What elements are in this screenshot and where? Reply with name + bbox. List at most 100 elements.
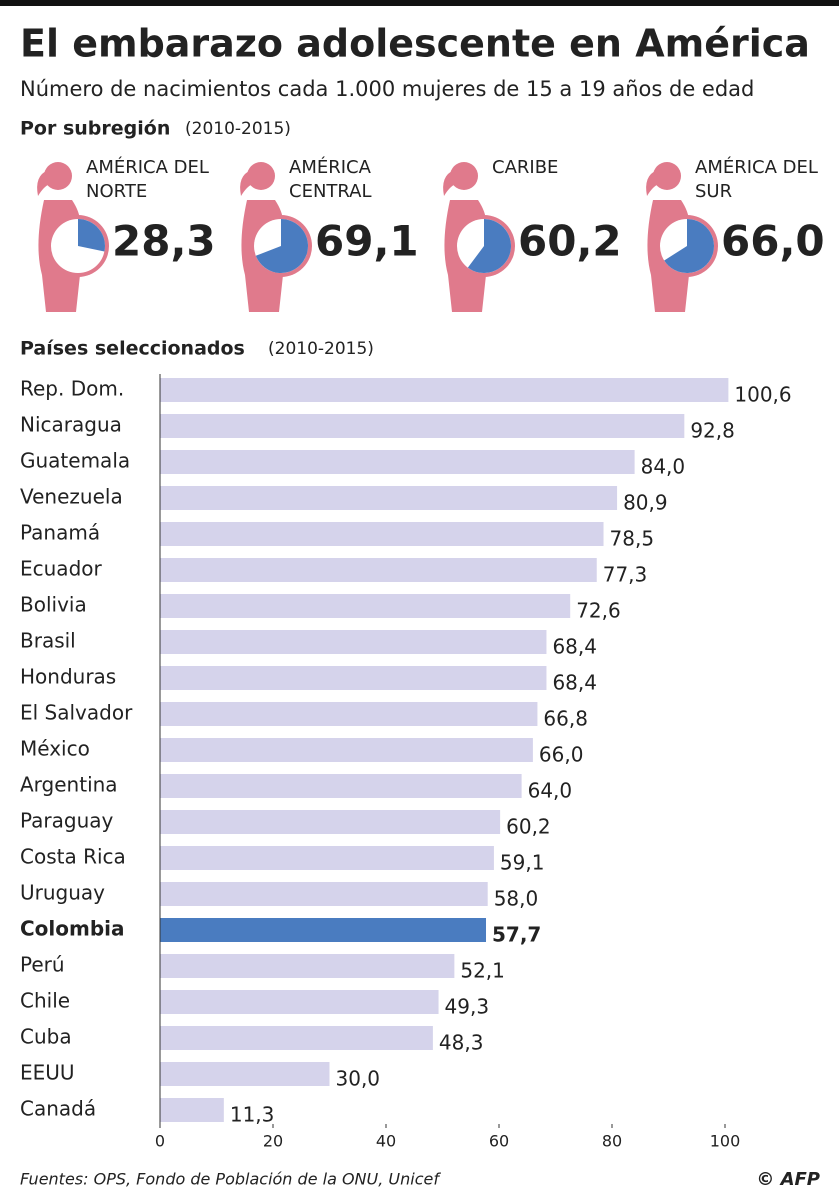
bar <box>160 954 455 978</box>
bar <box>160 594 571 618</box>
bar <box>160 738 533 762</box>
bar <box>160 522 604 546</box>
category-label: Honduras <box>20 665 116 689</box>
category-label: Guatemala <box>20 449 130 473</box>
bar <box>160 1062 330 1086</box>
figure-hair <box>646 170 659 196</box>
subtitle: Número de nacimientos cada 1.000 mujeres… <box>20 77 754 101</box>
value-label: 48,3 <box>439 1031 484 1055</box>
label-line: AMÉRICA <box>289 156 372 178</box>
value-label: 68,4 <box>552 671 597 695</box>
bar <box>160 882 488 906</box>
bar <box>160 702 538 726</box>
pictogram: CARIBE 60,2 <box>443 157 622 312</box>
bar <box>160 810 501 834</box>
category-label: Cuba <box>20 1025 72 1049</box>
subregion-value: 69,1 <box>315 217 419 266</box>
subregion-value: 60,2 <box>518 217 622 266</box>
category-label: Perú <box>20 953 65 977</box>
category-label: Chile <box>20 989 70 1013</box>
value-label: 52,1 <box>460 959 505 983</box>
pie-wedge <box>255 219 308 273</box>
category-label: Uruguay <box>20 881 105 905</box>
value-label: 49,3 <box>445 995 490 1019</box>
label-line: CENTRAL <box>289 181 372 202</box>
section-title: Por subregión <box>20 118 170 140</box>
value-label: 92,8 <box>690 419 735 443</box>
figure-head <box>44 162 72 190</box>
x-tick-label: 20 <box>263 1132 283 1151</box>
value-label: 58,0 <box>494 887 539 911</box>
bar <box>160 450 635 474</box>
value-label: 77,3 <box>603 563 648 587</box>
section-subtitle: (2010-2015) <box>268 339 374 359</box>
value-label: 11,3 <box>230 1103 275 1127</box>
x-tick-label: 80 <box>602 1132 622 1151</box>
credit: © AFP <box>756 1169 820 1190</box>
x-tick-label: 40 <box>376 1132 396 1151</box>
source: Fuentes: OPS, Fondo de Población de la O… <box>20 1170 441 1189</box>
bar <box>160 846 494 870</box>
figure-head <box>450 162 478 190</box>
value-label: 57,7 <box>492 923 541 947</box>
category-label: EEUU <box>20 1061 75 1085</box>
pictogram: AMÉRICA DEL SUR 66,0 <box>646 156 825 312</box>
value-label: 66,8 <box>543 707 588 731</box>
section-title: Países seleccionados <box>20 338 245 360</box>
bar <box>160 558 597 582</box>
category-label: Rep. Dom. <box>20 377 124 401</box>
category-label: Ecuador <box>20 557 102 581</box>
figure-hair <box>443 170 456 196</box>
figure-hair <box>240 170 253 196</box>
value-label: 60,2 <box>506 815 551 839</box>
label-line: SUR <box>695 181 732 202</box>
bar <box>160 1098 224 1122</box>
subregion-value: 66,0 <box>721 217 825 266</box>
pictogram: AMÉRICA DEL NORTE 28,3 <box>37 156 216 312</box>
bar <box>160 378 729 402</box>
value-label: 80,9 <box>623 491 668 515</box>
x-tick-label: 100 <box>710 1132 741 1151</box>
value-label: 64,0 <box>528 779 573 803</box>
bar <box>160 1026 433 1050</box>
figure-hair <box>37 170 50 196</box>
category-label: Brasil <box>20 629 76 653</box>
x-tick-label: 60 <box>489 1132 509 1151</box>
value-label: 78,5 <box>610 527 655 551</box>
subregion-value: 28,3 <box>112 217 216 266</box>
category-label: Argentina <box>20 773 118 797</box>
pie-wedge <box>78 219 105 252</box>
pie-wedge <box>664 219 714 274</box>
category-label: Bolivia <box>20 593 87 617</box>
category-label: Costa Rica <box>20 845 126 869</box>
value-label: 72,6 <box>576 599 621 623</box>
value-label: 30,0 <box>336 1067 381 1091</box>
title: El embarazo adolescente en América <box>20 22 810 66</box>
figure-head <box>247 162 275 190</box>
x-tick-label: 0 <box>155 1132 165 1151</box>
subregion-label: AMÉRICA DEL SUR <box>695 156 818 202</box>
label-line: NORTE <box>86 181 147 202</box>
figure-head <box>653 162 681 190</box>
value-label: 59,1 <box>500 851 545 875</box>
category-label: Panamá <box>20 521 100 545</box>
category-label: Paraguay <box>20 809 114 833</box>
value-label: 84,0 <box>641 455 686 479</box>
pie-wedge <box>467 219 512 273</box>
section-subtitle: (2010-2015) <box>185 119 291 139</box>
label-line: AMÉRICA DEL <box>695 156 818 178</box>
bar <box>160 414 685 438</box>
label-line: CARIBE <box>492 157 558 178</box>
bar <box>160 774 522 798</box>
subregion-label: CARIBE <box>492 157 558 178</box>
pictogram: AMÉRICA CENTRAL 69,1 <box>240 156 419 312</box>
value-label: 66,0 <box>539 743 584 767</box>
top-bar <box>0 0 839 6</box>
bar <box>160 918 487 942</box>
bar <box>160 666 547 690</box>
category-label: México <box>20 737 90 761</box>
category-label: Nicaragua <box>20 413 122 437</box>
subregion-label: AMÉRICA CENTRAL <box>289 156 372 202</box>
